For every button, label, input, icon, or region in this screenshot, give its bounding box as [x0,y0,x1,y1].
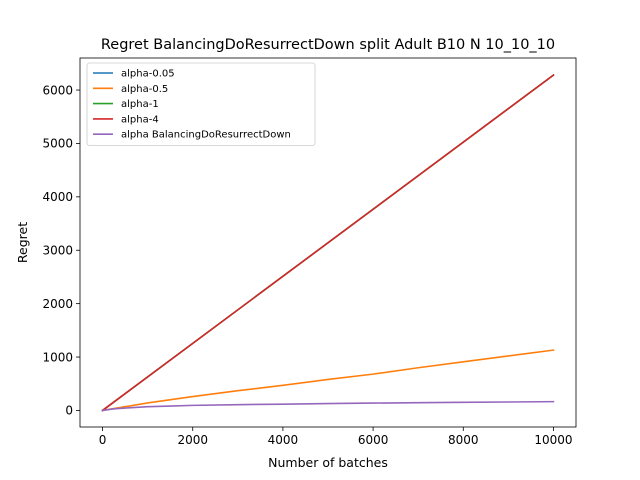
x-tick-label: 8000 [448,433,479,447]
x-axis-ticks: 0 2000 4000 6000 8000 10000 [99,427,573,447]
x-axis-label: Number of batches [268,455,388,470]
legend-entry-label: alpha-4 [121,114,159,125]
y-axis-ticks: 0 1000 2000 3000 4000 5000 6000 [42,83,80,418]
legend-entry-label: alpha BalancingDoResurrectDown [121,130,291,141]
y-tick-label: 6000 [42,83,73,97]
x-tick-label: 4000 [268,433,299,447]
x-tick-label: 0 [99,433,107,447]
y-axis-label: Regret [15,222,30,263]
legend-frame [86,62,316,146]
y-tick-label: 2000 [42,297,73,311]
legend-entry-label: alpha-0.5 [121,84,168,95]
legend: alpha-0.05 alpha-0.5 alpha-1 alpha-4 alpha B… [86,62,316,146]
y-tick-label: 4000 [42,190,73,204]
y-tick-label: 1000 [42,350,73,364]
chart-title: Regret BalancingDoResurrectDown split Ad… [101,37,555,53]
legend-entry-label: alpha-1 [121,99,159,110]
series-line-alpha-balancingdoresurrectdown [101,400,555,412]
x-tick-label: 10000 [534,433,572,447]
plot-frame [79,57,577,428]
x-tick-label: 6000 [358,433,389,447]
y-tick-label: 3000 [42,244,73,258]
x-tick-label: 2000 [177,433,208,447]
y-tick-label: 5000 [42,137,73,151]
y-tick-label: 0 [65,404,73,418]
series-line-alpha-0-5 [101,349,555,412]
series-line-alpha-4 [101,73,555,412]
legend-entry-label: alpha-0.05 [121,69,175,80]
series-layer [101,73,555,412]
